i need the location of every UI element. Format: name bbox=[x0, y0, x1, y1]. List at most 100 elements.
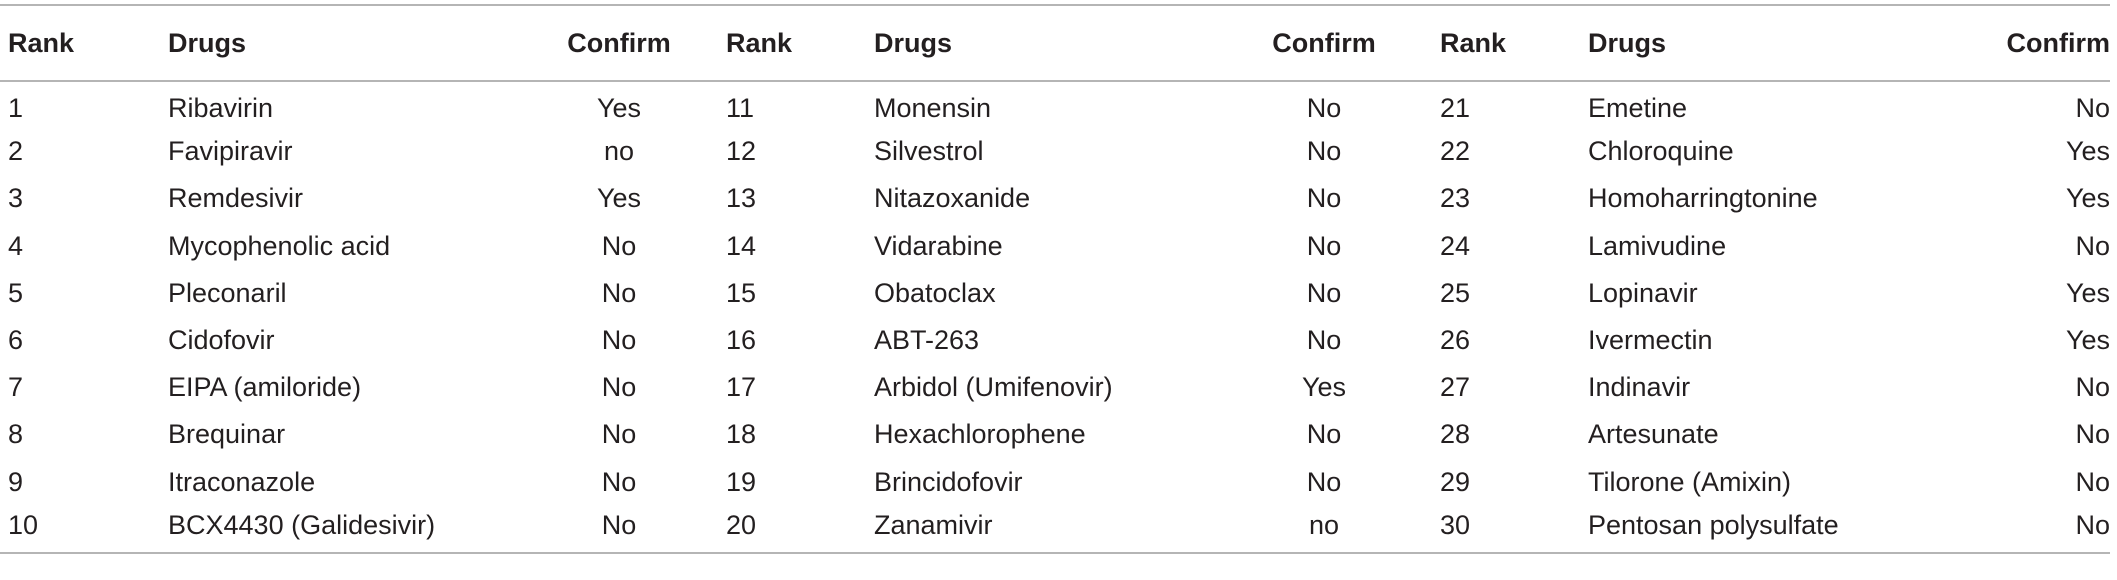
drug-cell: Obatoclax bbox=[874, 277, 996, 308]
drug-ranking-table: Rank Drugs Confirm Rank Drugs Confirm Ra… bbox=[0, 4, 2110, 554]
drug-cell: Nitazoxanide bbox=[874, 183, 1031, 214]
confirm-cell: No bbox=[1940, 505, 2110, 554]
drug-cell: Silvestrol bbox=[874, 136, 984, 167]
header-drugs-1: Drugs bbox=[160, 4, 520, 82]
drug-cell: Lamivudine bbox=[1588, 230, 1727, 261]
confirm-cell: No bbox=[2075, 372, 2110, 403]
table-row: 8 Brequinar No 18 Hexachlorophene No 28 Artesun… bbox=[0, 411, 2110, 458]
confirm-cell: no bbox=[603, 136, 635, 167]
rank-cell: 20 bbox=[718, 505, 866, 554]
confirm-cell: No bbox=[1306, 183, 1342, 214]
confirm-cell: Yes bbox=[596, 183, 642, 214]
header-rank-3: Rank bbox=[1432, 4, 1580, 82]
drug-cell: Indinavir bbox=[1588, 372, 1691, 403]
rank-cell: 27 bbox=[1440, 372, 1471, 403]
rank-cell: 25 bbox=[1440, 277, 1471, 308]
drug-cell: Cidofovir bbox=[168, 325, 275, 356]
rank-cell: 22 bbox=[1440, 136, 1471, 167]
rank-cell: 1 bbox=[8, 92, 24, 123]
drug-cell: Pentosan polysulfate bbox=[1580, 505, 1940, 554]
rank-cell: 7 bbox=[8, 372, 24, 403]
table-row: 1 Ribavirin Yes 11 Monensin No 21 Emetine No bbox=[0, 81, 2110, 128]
confirm-cell: Yes bbox=[2065, 136, 2110, 167]
header-confirm-1: Confirm bbox=[520, 4, 718, 82]
confirm-cell: No bbox=[601, 230, 637, 261]
confirm-cell: No bbox=[1306, 277, 1342, 308]
drug-cell: Lopinavir bbox=[1588, 277, 1698, 308]
rank-cell: 30 bbox=[1432, 505, 1580, 554]
drug-cell: Ivermectin bbox=[1588, 325, 1713, 356]
confirm-cell: Yes bbox=[2065, 325, 2110, 356]
confirm-cell: No bbox=[1306, 466, 1342, 497]
table-row: 4 Mycophenolic acid No 14 Vidarabine No 24 Lami… bbox=[0, 223, 2110, 270]
confirm-cell: No bbox=[601, 419, 637, 450]
drug-cell: Mycophenolic acid bbox=[168, 230, 391, 261]
confirm-cell: No bbox=[2075, 92, 2110, 123]
rank-cell: 29 bbox=[1440, 466, 1471, 497]
confirm-cell: No bbox=[1306, 230, 1342, 261]
drug-cell: EIPA (amiloride) bbox=[168, 372, 362, 403]
drug-cell: Homoharringtonine bbox=[1588, 183, 1818, 214]
drug-cell: Pleconaril bbox=[168, 277, 287, 308]
drug-cell: BCX4430 (Galidesivir) bbox=[160, 505, 520, 554]
table-row: 9 Itraconazole No 19 Brincidofovir No 29 Tiloro… bbox=[0, 459, 2110, 506]
drug-cell: Zanamivir bbox=[866, 505, 1216, 554]
drug-cell: Ribavirin bbox=[168, 92, 274, 123]
header-rank-2: Rank bbox=[718, 4, 866, 82]
confirm-cell: No bbox=[601, 325, 637, 356]
confirm-cell: No bbox=[601, 466, 637, 497]
drug-cell: Artesunate bbox=[1588, 419, 1719, 450]
drug-cell: Hexachlorophene bbox=[874, 419, 1086, 450]
confirm-cell: No bbox=[2075, 419, 2110, 450]
drug-cell: Brincidofovir bbox=[874, 466, 1023, 497]
confirm-cell: No bbox=[1306, 92, 1342, 123]
confirm-cell: No bbox=[1306, 419, 1342, 450]
drug-cell: Itraconazole bbox=[168, 466, 316, 497]
confirm-cell: No bbox=[601, 277, 637, 308]
rank-cell: 24 bbox=[1440, 230, 1471, 261]
drug-cell: Arbidol (Umifenovir) bbox=[874, 372, 1113, 403]
rank-cell: 26 bbox=[1440, 325, 1471, 356]
drug-cell: Favipiravir bbox=[168, 136, 293, 167]
rank-cell: 9 bbox=[8, 466, 24, 497]
drug-cell: Emetine bbox=[1588, 92, 1688, 123]
rank-cell: 21 bbox=[1440, 92, 1471, 123]
confirm-cell: Yes bbox=[1301, 372, 1347, 403]
rank-cell: 12 bbox=[726, 136, 757, 167]
table-row: 3 Remdesivir Yes 13 Nitazoxanide No 23 Homoharr… bbox=[0, 175, 2110, 222]
header-rank-1: Rank bbox=[0, 4, 160, 82]
confirm-cell: no bbox=[1216, 505, 1432, 554]
header-confirm-3: Confirm bbox=[1940, 4, 2110, 82]
rank-cell: 13 bbox=[726, 183, 757, 214]
rank-cell: 4 bbox=[8, 230, 24, 261]
table-header: Rank Drugs Confirm Rank Drugs Confirm Ra… bbox=[0, 4, 2110, 82]
drug-cell: Remdesivir bbox=[168, 183, 304, 214]
table-row: 5 Pleconaril No 15 Obatoclax No 25 Lopinavir Yes bbox=[0, 270, 2110, 317]
confirm-cell: No bbox=[1306, 136, 1342, 167]
drug-cell: Chloroquine bbox=[1588, 136, 1734, 167]
rank-cell: 8 bbox=[8, 419, 24, 450]
rank-cell: 16 bbox=[726, 325, 757, 356]
rank-cell: 2 bbox=[8, 136, 24, 167]
table-row: 6 Cidofovir No 16 ABT-263 No 26 Ivermectin Yes bbox=[0, 317, 2110, 364]
confirm-cell: No bbox=[2075, 466, 2110, 497]
confirm-cell: No bbox=[520, 505, 718, 554]
header-drugs-3: Drugs bbox=[1580, 4, 1940, 82]
drug-cell: Monensin bbox=[874, 92, 992, 123]
table-row: 10 BCX4430 (Galidesivir) No 20 Zanamivir no 30… bbox=[0, 505, 2110, 554]
header-drugs-2: Drugs bbox=[866, 4, 1216, 82]
rank-cell: 19 bbox=[726, 466, 757, 497]
confirm-cell: Yes bbox=[2065, 277, 2110, 308]
drug-cell: ABT-263 bbox=[874, 325, 980, 356]
table-body: 1 Ribavirin Yes 11 Monensin No 21 Emetine No 2 Fav… bbox=[0, 81, 2110, 554]
table-row: 7 EIPA (amiloride) No 17 Arbidol (Umifenovir… bbox=[0, 364, 2110, 411]
table-row: 2 Favipiravir no 12 Silvestrol No 22 Chloroquin… bbox=[0, 128, 2110, 175]
drug-cell: Tilorone (Amixin) bbox=[1588, 466, 1792, 497]
rank-cell: 23 bbox=[1440, 183, 1471, 214]
header-row: Rank Drugs Confirm Rank Drugs Confirm Ra… bbox=[0, 4, 2110, 82]
confirm-cell: No bbox=[2075, 230, 2110, 261]
drug-cell: Vidarabine bbox=[874, 230, 1003, 261]
confirm-cell: No bbox=[601, 372, 637, 403]
rank-cell: 10 bbox=[0, 505, 160, 554]
